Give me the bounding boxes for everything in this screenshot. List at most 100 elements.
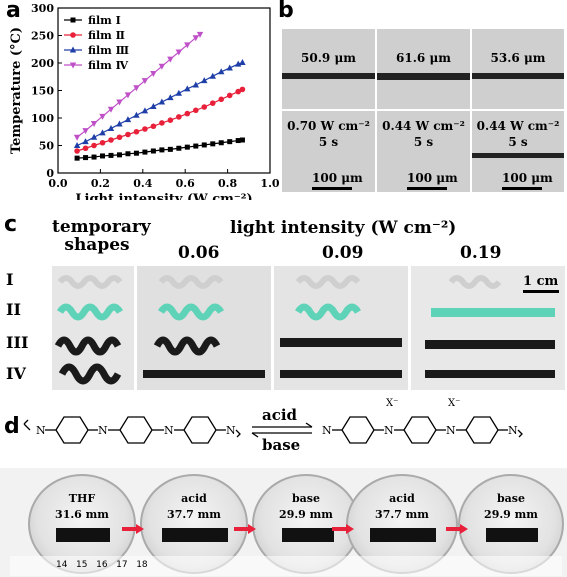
film-strip	[486, 528, 538, 542]
svg-text:N: N	[36, 424, 46, 437]
y-tick-label: 150	[31, 85, 54, 98]
data-point	[133, 85, 140, 92]
micrograph-4: 0.70 W cm⁻² 5 s 100 μm	[281, 110, 376, 193]
scale-bar-1cm: 1 cm	[523, 274, 559, 293]
data-point	[133, 111, 140, 118]
data-point	[184, 110, 191, 117]
fiber-line	[377, 73, 470, 80]
scale-bar: 100 μm	[312, 171, 363, 190]
data-point	[142, 149, 148, 155]
data-point	[226, 92, 233, 99]
data-point	[226, 64, 233, 71]
data-point	[82, 138, 89, 145]
x-tick-label: 0.0	[48, 177, 67, 190]
photo-temporary-shapes	[52, 266, 134, 390]
data-point	[141, 78, 149, 85]
length-label: 37.7 mm	[167, 508, 221, 521]
acid-label: acid	[262, 406, 298, 424]
y-tick-label: 250	[31, 30, 54, 43]
data-point	[239, 58, 246, 65]
thickness-label: 61.6 μm	[396, 51, 451, 65]
intensity-006: 0.06	[178, 243, 220, 263]
intensity-label: 0.44 W cm⁻²	[476, 119, 560, 133]
svg-text:N: N	[446, 424, 456, 437]
intensity-label: 0.70 W cm⁻²	[287, 119, 370, 133]
data-point	[235, 138, 241, 144]
data-point	[193, 143, 199, 149]
photo-intensity-019: 1 cm	[411, 266, 565, 390]
data-point	[99, 139, 106, 146]
data-point	[196, 31, 204, 38]
data-point	[91, 142, 97, 149]
film-strip	[282, 528, 334, 542]
svg-text:N: N	[226, 424, 236, 437]
fiber-line	[472, 153, 564, 158]
data-point	[150, 123, 157, 130]
time-label: 5 s	[318, 135, 339, 149]
solvent-label: acid	[181, 492, 207, 505]
data-point	[70, 32, 76, 38]
svg-text:N: N	[322, 424, 332, 437]
solvent-label: acid	[389, 492, 415, 505]
thickness-label: 53.6 μm	[490, 51, 546, 65]
base-label: base	[262, 436, 301, 454]
emeraldine-salt: N N N N	[322, 416, 523, 444]
scale-bar: 100 μm	[407, 171, 458, 190]
legend-label: film Ⅳ	[88, 59, 129, 72]
ruler-ticks: 14 15 16 17 18	[56, 560, 148, 570]
fiber-line	[282, 73, 375, 79]
data-point	[193, 107, 199, 114]
data-point	[124, 92, 132, 99]
data-point	[159, 147, 165, 153]
row-label-III: III	[6, 333, 29, 352]
data-point	[82, 128, 89, 135]
data-point	[201, 142, 207, 148]
data-point	[74, 148, 80, 154]
thickness-label: 50.9 μm	[301, 51, 356, 65]
data-point	[227, 139, 233, 145]
micrograph-1: 50.9 μm	[281, 28, 376, 110]
data-point	[167, 117, 174, 123]
right-arrow-icon	[446, 524, 468, 534]
legend-label: film Ⅲ	[88, 44, 129, 57]
series-line	[76, 33, 201, 138]
data-point	[167, 94, 174, 101]
data-point	[108, 152, 114, 158]
row-label-I: I	[6, 270, 14, 289]
data-point	[133, 150, 139, 156]
data-point	[69, 46, 77, 53]
svg-text:N: N	[384, 424, 394, 437]
data-point	[83, 155, 89, 161]
x-axis-label: Light intensity (W cm⁻²)	[75, 192, 252, 200]
ruler: 14 15 16 17 18	[10, 556, 562, 576]
micrograph-2: 61.6 μm	[376, 28, 471, 110]
solvent-label: base	[291, 492, 320, 505]
data-point	[239, 86, 246, 93]
length-label: 37.7 mm	[375, 508, 429, 521]
data-point	[116, 152, 122, 158]
data-point	[210, 141, 216, 147]
legend-label: film Ⅱ	[88, 29, 125, 42]
data-point	[167, 56, 174, 63]
solvent-label: THF	[68, 492, 96, 505]
svg-text:N: N	[164, 424, 174, 437]
data-point	[116, 134, 123, 141]
data-point	[99, 113, 106, 120]
panel-label-b: b	[278, 0, 294, 23]
x-tick-label: 0.8	[218, 177, 237, 190]
data-point	[125, 131, 131, 138]
data-point	[107, 124, 115, 131]
intensity-009: 0.09	[322, 243, 364, 263]
data-point	[235, 88, 241, 95]
y-tick-label: 200	[31, 57, 54, 70]
reaction-scheme: N N N N N N N N	[23, 416, 523, 444]
data-point	[176, 114, 182, 120]
data-point	[108, 137, 114, 143]
data-point	[116, 99, 123, 106]
svg-text:N: N	[98, 424, 108, 437]
data-point	[184, 42, 191, 49]
x-tick-label: 0.4	[133, 177, 152, 190]
data-point	[192, 81, 199, 88]
length-label: 31.6 mm	[55, 508, 109, 521]
data-point	[176, 145, 182, 151]
